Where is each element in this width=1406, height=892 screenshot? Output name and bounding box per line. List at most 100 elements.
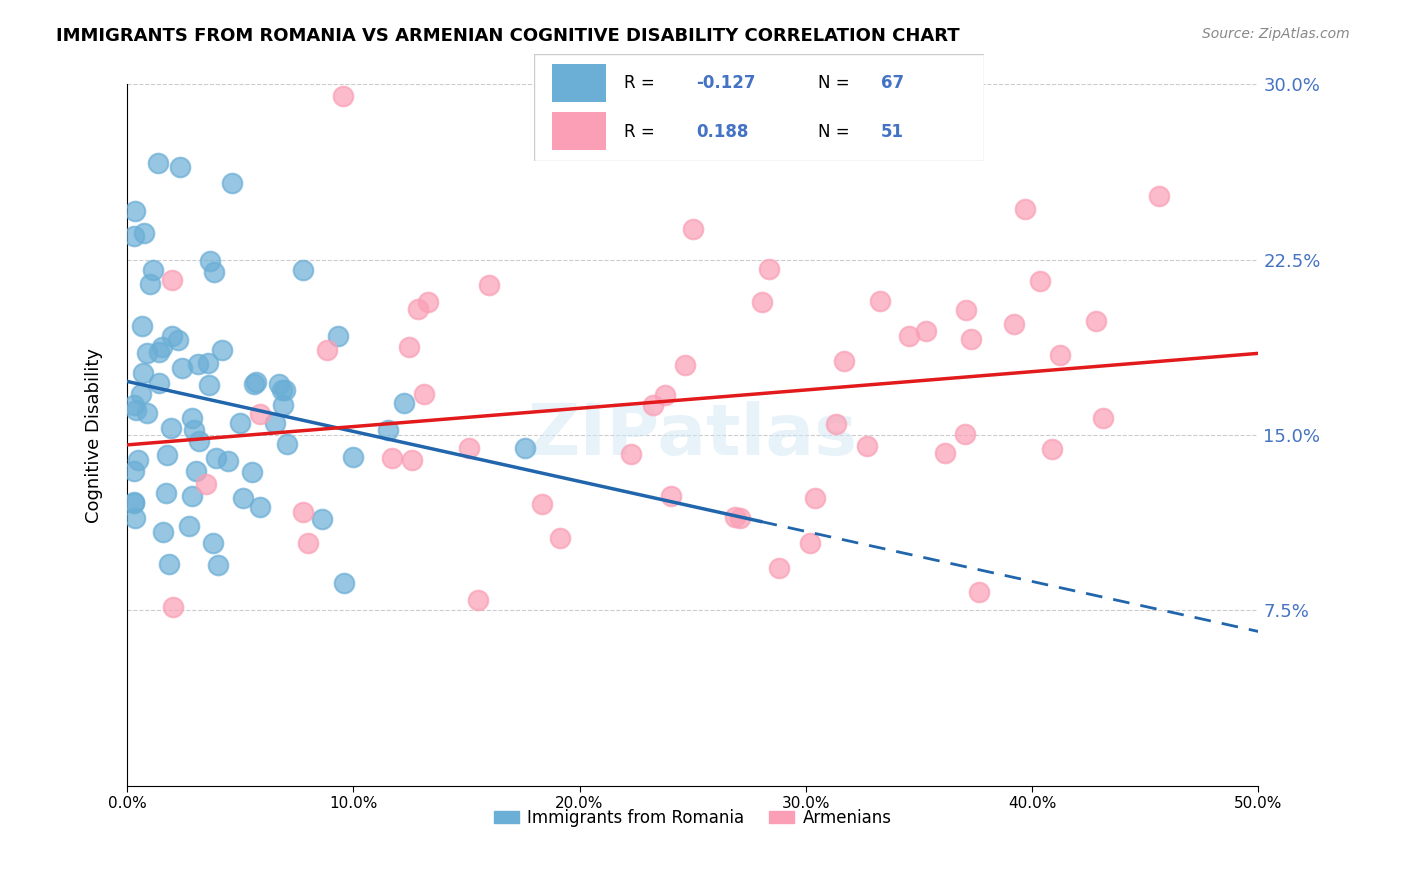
Point <box>401 453 423 467</box>
Point <box>1002 317 1025 331</box>
Point <box>249 408 271 422</box>
Point <box>934 445 956 459</box>
Point <box>768 561 790 575</box>
Point <box>186 464 208 478</box>
Point <box>291 505 314 519</box>
Point <box>229 417 252 431</box>
Point <box>127 452 149 467</box>
Text: IMMIGRANTS FROM ROMANIA VS ARMENIAN COGNITIVE DISABILITY CORRELATION CHART: IMMIGRANTS FROM ROMANIA VS ARMENIAN COGN… <box>56 27 960 45</box>
Point <box>1147 189 1170 203</box>
Point <box>122 228 145 243</box>
Point <box>131 318 153 333</box>
Point <box>187 357 209 371</box>
Text: N =: N = <box>818 75 855 93</box>
Point <box>728 511 751 525</box>
Point <box>122 494 145 508</box>
Point <box>377 423 399 437</box>
Point <box>162 599 184 614</box>
Point <box>169 160 191 174</box>
Point <box>1091 411 1114 425</box>
Point <box>326 329 349 343</box>
Point <box>620 447 643 461</box>
Point <box>531 497 554 511</box>
Point <box>198 377 221 392</box>
Point <box>548 531 571 545</box>
Point <box>167 334 190 348</box>
Point <box>180 489 202 503</box>
Point <box>856 440 879 454</box>
Point <box>408 301 430 316</box>
Point <box>332 89 354 103</box>
Point <box>264 417 287 431</box>
Point <box>825 417 848 432</box>
Text: 0.188: 0.188 <box>696 123 748 141</box>
Point <box>267 376 290 391</box>
FancyBboxPatch shape <box>553 64 606 102</box>
Point <box>162 273 184 287</box>
Point <box>915 324 938 338</box>
Point <box>181 411 204 425</box>
Point <box>221 177 243 191</box>
Point <box>641 398 664 412</box>
Point <box>799 535 821 549</box>
Point <box>136 406 159 420</box>
Point <box>142 263 165 277</box>
Point <box>297 536 319 550</box>
Text: R =: R = <box>624 75 661 93</box>
Point <box>124 511 146 525</box>
Point <box>724 509 747 524</box>
Text: N =: N = <box>818 123 855 141</box>
Point <box>1085 314 1108 328</box>
Point <box>832 354 855 368</box>
Point <box>124 398 146 412</box>
Point <box>156 449 179 463</box>
Text: 67: 67 <box>880 75 904 93</box>
Point <box>160 329 183 343</box>
Point <box>659 489 682 503</box>
Point <box>132 227 155 241</box>
Point <box>125 403 148 417</box>
Y-axis label: Cognitive Disability: Cognitive Disability <box>86 348 103 523</box>
Point <box>148 344 170 359</box>
Point <box>953 427 976 442</box>
Point <box>751 294 773 309</box>
Point <box>132 366 155 380</box>
Point <box>129 387 152 401</box>
Point <box>195 476 218 491</box>
Point <box>122 495 145 509</box>
Point <box>183 423 205 437</box>
Point <box>240 465 263 479</box>
Point <box>467 593 489 607</box>
Text: Source: ZipAtlas.com: Source: ZipAtlas.com <box>1202 27 1350 41</box>
Point <box>898 329 921 343</box>
Point <box>513 441 536 455</box>
Point <box>124 203 146 218</box>
Point <box>673 358 696 372</box>
Point <box>197 356 219 370</box>
Point <box>122 464 145 478</box>
Point <box>232 491 254 505</box>
Point <box>249 500 271 514</box>
Point <box>332 575 354 590</box>
Point <box>201 536 224 550</box>
Point <box>959 332 981 346</box>
Point <box>245 376 267 390</box>
Point <box>135 346 157 360</box>
Point <box>478 277 501 292</box>
Point <box>205 450 228 465</box>
Point <box>682 221 704 235</box>
Point <box>211 343 233 357</box>
Point <box>271 398 294 412</box>
Point <box>804 491 827 505</box>
Point <box>243 377 266 392</box>
Point <box>152 524 174 539</box>
Legend: Immigrants from Romania, Armenians: Immigrants from Romania, Armenians <box>486 802 898 833</box>
Point <box>155 486 177 500</box>
Point <box>398 340 420 354</box>
Point <box>955 302 977 317</box>
FancyBboxPatch shape <box>553 112 606 150</box>
Point <box>1029 273 1052 287</box>
Point <box>291 263 314 277</box>
Point <box>157 557 180 571</box>
Point <box>207 558 229 573</box>
